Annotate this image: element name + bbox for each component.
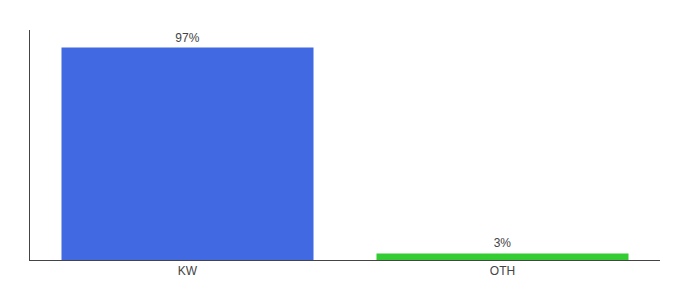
svg-text:97%: 97% <box>175 31 199 45</box>
svg-text:3%: 3% <box>494 236 512 250</box>
svg-text:KW: KW <box>178 264 198 278</box>
svg-text:OTH: OTH <box>490 264 515 278</box>
